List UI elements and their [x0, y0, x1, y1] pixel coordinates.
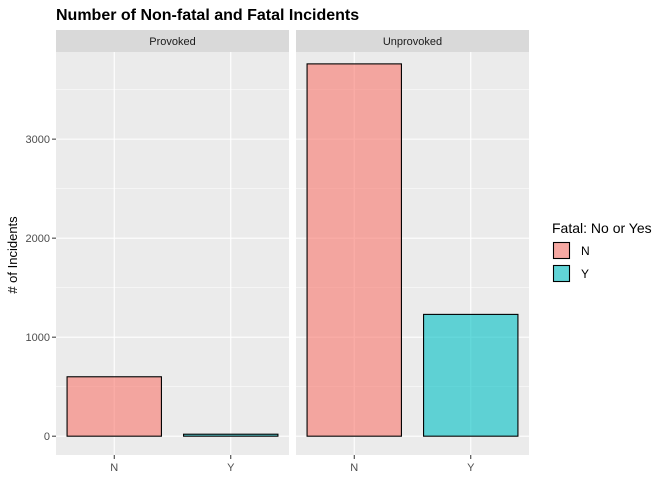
x-tick-label: Y	[227, 462, 235, 474]
x-tick-label: Y	[467, 462, 475, 474]
facet-strip	[56, 30, 289, 52]
y-tick-label: 3000	[26, 134, 50, 146]
y-tick-label: 1000	[26, 332, 50, 344]
facet-strip-label: Unprovoked	[383, 36, 442, 48]
chart-title: Number of Non-fatal and Fatal Incidents	[56, 7, 359, 24]
y-axis-title: # of Incidents	[5, 216, 20, 294]
legend-label: Y	[581, 267, 589, 281]
legend: Fatal: No or Yes NY	[552, 220, 652, 283]
facet-panel-unprovoked: Unprovoked N Y	[296, 30, 529, 474]
facet-panel-provoked: Provoked N Y	[56, 30, 289, 474]
legend-title: Fatal: No or Yes	[552, 220, 652, 236]
bar-unprovoked-y	[423, 313, 519, 437]
facet-panels: Provoked N Y Unprovoked N Y	[56, 30, 529, 474]
bar-unprovoked-n	[306, 63, 402, 437]
facet-strip-label: Provoked	[149, 36, 195, 48]
facet-strip	[296, 30, 529, 52]
x-tick-label: N	[110, 462, 118, 474]
bar-provoked-n	[66, 376, 162, 437]
legend-swatch-y	[552, 264, 571, 283]
y-tick-label: 0	[44, 431, 50, 443]
legend-swatch-n	[552, 241, 571, 260]
legend-label: N	[581, 244, 590, 258]
x-tick-label: N	[350, 462, 358, 474]
y-tick-label: 2000	[26, 233, 50, 245]
bar-provoked-y	[183, 433, 279, 437]
y-axis: 0 1000 2000 3000	[26, 134, 56, 443]
